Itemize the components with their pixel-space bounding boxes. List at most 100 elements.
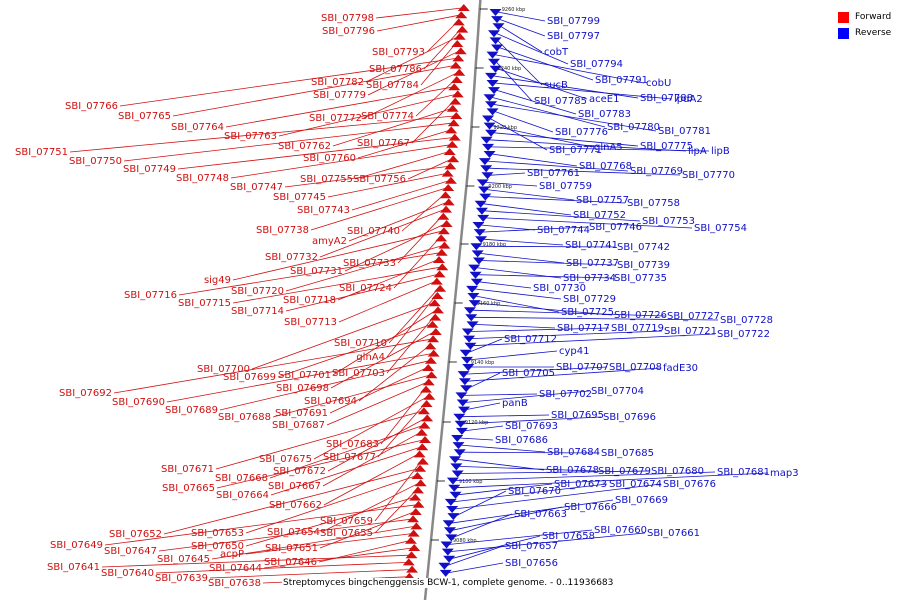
legend-forward: Forward [838, 9, 891, 25]
reverse-gene-arrow [449, 456, 462, 464]
forward-gene-label: SBI_07672 [273, 466, 326, 477]
reverse-gene-arrow [478, 158, 491, 166]
forward-gene-label: SBI_07647 [104, 546, 157, 557]
tick-label: 9180 kbp [483, 242, 507, 248]
reverse-leader-line [479, 253, 565, 264]
reverse-leader-line [489, 118, 548, 151]
reverse-gene-label: SBI_07781 [658, 126, 711, 137]
reverse-leader-line [465, 402, 501, 410]
forward-leader-line [219, 360, 430, 411]
reverse-gene-arrow [479, 193, 492, 201]
forward-gene-label: SBI_07731 [290, 266, 343, 277]
reverse-gene-label: SBI_07717 [557, 323, 610, 334]
forward-gene-arrow [452, 18, 465, 26]
reverse-gene-arrow [485, 129, 498, 137]
reverse-gene-arrow [472, 222, 485, 229]
forward-gene-label: SBI_07766 [65, 101, 118, 112]
reverse-leader-line [480, 224, 536, 231]
forward-gene-arrow [435, 234, 448, 242]
reverse-leader-line [495, 61, 533, 102]
reverse-gene-arrow [460, 385, 473, 393]
forward-gene-label: glnA4 [356, 352, 385, 363]
forward-gene-arrow [437, 227, 450, 235]
reverse-gene-arrow [439, 569, 452, 577]
forward-gene-arrow [408, 544, 421, 551]
forward-gene-label: SBI_07732 [265, 252, 318, 263]
reverse-gene-arrow [449, 491, 462, 499]
reverse-gene-label: SBI_07686 [495, 435, 548, 446]
reverse-leader-line [450, 499, 614, 524]
forward-gene-label: SBI_07699 [223, 372, 276, 383]
reverse-gene-arrow [441, 548, 454, 556]
forward-leader-line [158, 518, 412, 552]
reverse-leader-line [461, 451, 600, 454]
reverse-gene-label: SBI_07707 [556, 362, 609, 373]
forward-gene-label: SBI_07654 [267, 527, 320, 538]
forward-gene-arrow [409, 508, 422, 515]
reverse-leader-line [481, 226, 588, 233]
forward-gene-label: SBI_07664 [216, 490, 269, 501]
forward-gene-label: SBI_07667 [268, 481, 321, 492]
reverse-gene-arrow [486, 108, 499, 116]
forward-gene-arrow [453, 68, 466, 76]
backbone-line [423, 0, 482, 600]
reverse-gene-arrow [473, 229, 486, 237]
reverse-gene-arrow [486, 80, 499, 87]
reverse-gene-label: SBI_07684 [547, 447, 600, 458]
reverse-gene-label: panB [502, 398, 528, 409]
forward-gene-arrow [416, 443, 429, 451]
forward-gene-arrow [419, 436, 431, 443]
forward-gene-label: SBI_07683 [326, 439, 379, 450]
reverse-gene-arrow [453, 413, 466, 421]
forward-gene-label: SBI_07691 [275, 408, 328, 419]
reverse-leader-line [490, 146, 710, 152]
forward-gene-label: sig49 [204, 275, 231, 286]
forward-gene-arrow [434, 284, 447, 292]
reverse-gene-arrow [462, 364, 475, 371]
forward-leader-line [270, 446, 421, 496]
forward-leader-line [113, 338, 432, 394]
reverse-leader-line [492, 75, 639, 99]
reverse-gene-label: SBI_07753 [642, 216, 695, 227]
forward-gene-label: SBI_07749 [123, 164, 176, 175]
forward-leader-line [313, 396, 428, 460]
reverse-gene-label: SBI_07768 [579, 161, 632, 172]
forward-gene-arrow [443, 148, 456, 155]
forward-leader-line [393, 238, 440, 289]
reverse-leader-line [489, 172, 526, 176]
forward-leader-line [319, 209, 445, 258]
reverse-gene-label: sucB [544, 80, 568, 91]
reverse-gene-arrow [472, 257, 485, 265]
reverse-leader-line [457, 458, 545, 471]
forward-gene-arrow [446, 104, 459, 112]
reverse-gene-arrow [480, 136, 493, 144]
reverse-gene-label: SBI_07661 [647, 528, 700, 539]
reverse-gene-label: cyp41 [559, 346, 590, 357]
forward-gene-label: amyA2 [312, 236, 347, 247]
reverse-swatch [838, 27, 849, 39]
reverse-gene-arrow [489, 9, 502, 16]
reverse-leader-line [458, 466, 597, 472]
forward-leader-line [357, 130, 450, 159]
forward-gene-label: SBI_07675 [259, 454, 312, 465]
forward-leader-line [323, 454, 418, 506]
forward-gene-label: SBI_07715 [178, 298, 231, 309]
forward-leader-line [232, 266, 441, 304]
reverse-gene-arrow [483, 122, 496, 130]
forward-gene-label: SBI_07651 [265, 543, 318, 554]
forward-gene-arrow [427, 349, 440, 357]
forward-gene-arrow [404, 536, 417, 544]
reverse-leader-line [461, 414, 550, 418]
forward-gene-label: SBI_07796 [322, 26, 375, 37]
forward-gene-arrow [407, 515, 420, 523]
reverse-gene-label: SBI_07722 [717, 329, 770, 340]
forward-gene-label: SBI_07694 [304, 396, 357, 407]
reverse-gene-arrow [446, 477, 459, 485]
reverse-gene-arrow [488, 30, 501, 38]
reverse-leader-line [494, 111, 554, 133]
reverse-gene-arrow [488, 87, 501, 95]
reverse-gene-arrow [450, 463, 463, 471]
forward-gene-arrow [427, 335, 440, 343]
forward-gene-label: SBI_07701 [278, 370, 331, 381]
forward-gene-label: SBI_07733 [343, 258, 396, 269]
